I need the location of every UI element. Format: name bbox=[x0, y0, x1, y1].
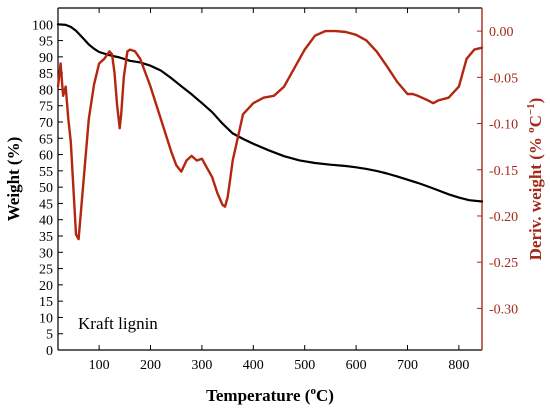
series-group bbox=[56, 23, 484, 241]
y-tick-label: 95 bbox=[39, 35, 53, 50]
y-tick-label: 20 bbox=[39, 279, 53, 294]
y-tick-label: 30 bbox=[39, 246, 53, 261]
sample-annotation: Kraft lignin bbox=[78, 314, 158, 333]
y2-tick-label: -0.25 bbox=[489, 256, 518, 271]
y-tick-label: 35 bbox=[39, 230, 53, 245]
y-tick-label: 65 bbox=[39, 132, 53, 147]
y-tick-label: 85 bbox=[39, 67, 53, 82]
x-tick-label: 200 bbox=[140, 358, 161, 373]
y2-tick-label: -0.10 bbox=[489, 118, 518, 133]
x-tick-label: 300 bbox=[191, 358, 212, 373]
y2-axis-title-main: Deriv. weight (% bbox=[526, 133, 545, 260]
y-tick-label: 70 bbox=[39, 116, 53, 131]
y-tick-label: 5 bbox=[46, 328, 53, 343]
y-tick-label: 80 bbox=[39, 83, 53, 98]
x-axis-title-tail: C) bbox=[316, 386, 334, 405]
y-tick-label: 100 bbox=[32, 18, 53, 33]
x-tick-label: 400 bbox=[243, 358, 264, 373]
x-axis-title: Temperature (oC) bbox=[206, 385, 334, 405]
deriv-weight-line bbox=[56, 29, 484, 241]
y-tick-label: 0 bbox=[46, 344, 53, 359]
x-tick-label: 500 bbox=[294, 358, 315, 373]
y-axis-title: Weight (%) bbox=[4, 137, 23, 222]
y-tick-label: 50 bbox=[39, 181, 53, 196]
y2-axis-title: Deriv. weight (% oC−1) bbox=[525, 98, 545, 261]
y-tick-label: 25 bbox=[39, 263, 53, 278]
x-axis-title-main: Temperature ( bbox=[206, 386, 311, 405]
y2-tick-label: 0.00 bbox=[489, 25, 514, 40]
y2-tick-label: -0.20 bbox=[489, 210, 518, 225]
y2-axis-title-superscript-2: −1 bbox=[525, 103, 537, 115]
y-tick-label: 10 bbox=[39, 311, 53, 326]
y-tick-label: 55 bbox=[39, 165, 53, 180]
y2-tick-label: -0.15 bbox=[489, 164, 518, 179]
y2-tick-label: -0.05 bbox=[489, 71, 518, 86]
y-tick-label: 90 bbox=[39, 51, 53, 66]
x-tick-label: 600 bbox=[346, 358, 367, 373]
y-tick-label: 45 bbox=[39, 197, 53, 212]
y2-axis-title-unit: C bbox=[526, 115, 545, 127]
y2-axis-title-superscript: o bbox=[525, 127, 537, 133]
x-tick-label: 700 bbox=[397, 358, 418, 373]
x-axis-title-superscript: o bbox=[310, 385, 316, 397]
x-tick-label: 100 bbox=[89, 358, 110, 373]
y-tick-label: 75 bbox=[39, 100, 53, 115]
labels-group: Kraft lignin Temperature (oC) Weight (%)… bbox=[4, 98, 545, 405]
y-tick-label: 40 bbox=[39, 214, 53, 229]
y2-axis-title-close: ) bbox=[526, 98, 545, 104]
y-tick-label: 15 bbox=[39, 295, 53, 310]
x-tick-label: 800 bbox=[448, 358, 469, 373]
y-tick-label: 60 bbox=[39, 149, 53, 164]
y2-tick-label: -0.30 bbox=[489, 302, 518, 317]
